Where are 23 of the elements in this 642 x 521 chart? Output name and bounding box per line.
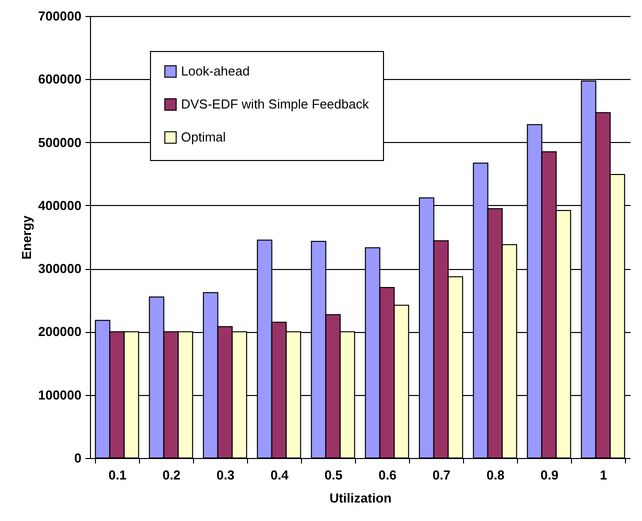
x-tick-label: 0.9 <box>540 468 559 482</box>
y-tick-label: 400000 <box>38 198 82 213</box>
x-tick-label: 0.7 <box>432 468 451 482</box>
y-tick-label: 200000 <box>38 324 82 340</box>
y-tick-label: 0 <box>74 450 82 466</box>
legend-label: DVS-EDF with Simple Feedback <box>181 96 370 112</box>
x-tick-label: 0.3 <box>216 468 235 482</box>
y-tick-label: 300000 <box>38 261 82 276</box>
x-tick-label: 0.8 <box>486 468 505 482</box>
x-axis-title: Utilization <box>329 490 392 506</box>
x-tick-label: 1 <box>600 468 608 482</box>
x-tick-label: 0.6 <box>378 468 397 482</box>
x-tick-label: 0.5 <box>324 468 343 482</box>
legend-label: Optimal <box>181 130 226 144</box>
x-tick-label: 0.1 <box>108 468 127 482</box>
x-tick-label: 0.2 <box>162 468 181 482</box>
y-tick-label: 600000 <box>38 72 82 87</box>
legend-label: Look-ahead <box>181 64 250 78</box>
y-tick-label: 100000 <box>38 387 82 402</box>
x-tick-label: 0.4 <box>270 468 290 482</box>
y-tick-label: 500000 <box>38 134 82 150</box>
y-axis-title: Energy <box>19 214 34 260</box>
y-tick-label: 700000 <box>38 8 82 24</box>
